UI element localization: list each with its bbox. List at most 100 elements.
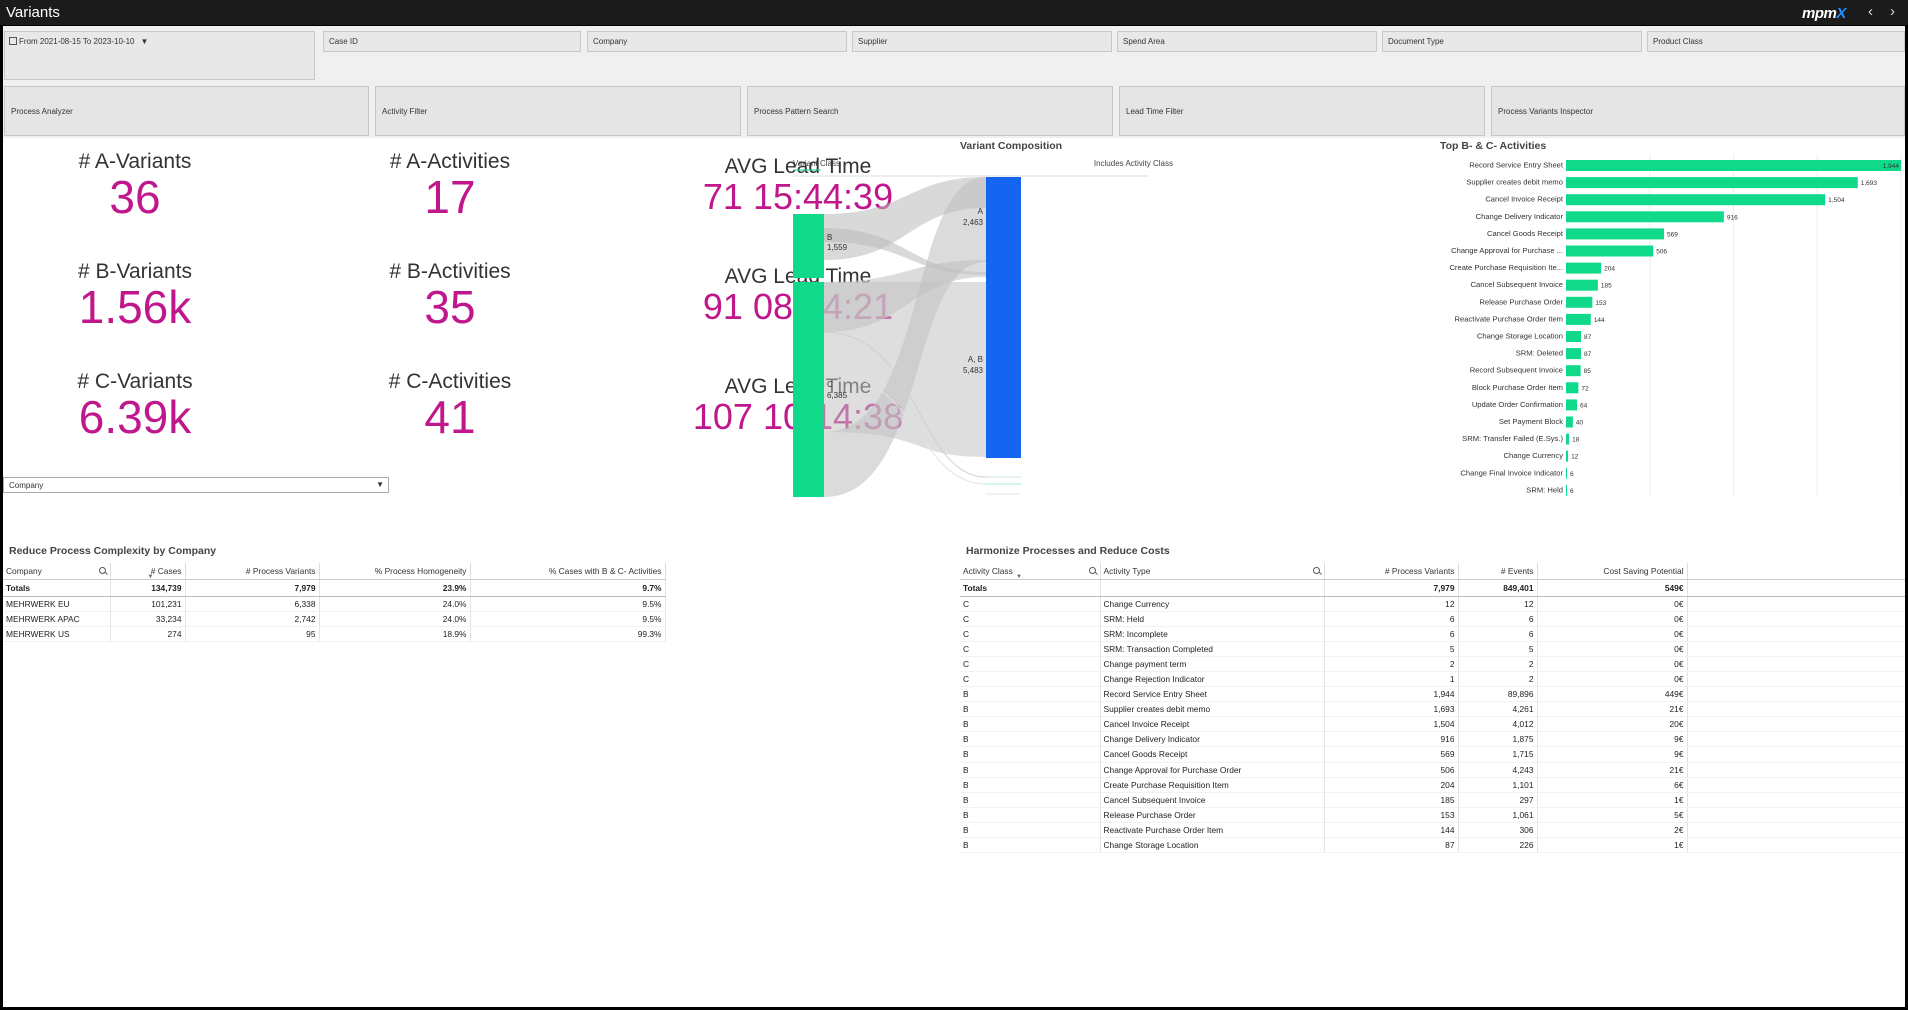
bar[interactable] — [1566, 450, 1569, 462]
col-activity-class[interactable]: Activity Class ▼ — [960, 563, 1101, 580]
bar[interactable] — [1566, 382, 1579, 394]
table-row[interactable]: B Cancel Goods Receipt 569 1,715 9€ — [960, 746, 1905, 763]
totals-cell: Totals — [3, 579, 111, 597]
bar[interactable] — [1566, 484, 1568, 496]
table-row[interactable]: B Change Delivery Indicator 916 1,875 9€ — [960, 731, 1905, 748]
table-row[interactable]: C Change payment term 2 2 0€ — [960, 656, 1905, 672]
table-row[interactable]: B Change Storage Location 87 226 1€ — [960, 837, 1905, 854]
table-row[interactable]: B Create Purchase Requisition Item 204 1,10… — [960, 777, 1905, 793]
bar[interactable] — [1566, 211, 1724, 223]
app-lead-time-filter[interactable]: Lead Time Filter — [1119, 86, 1485, 136]
bar[interactable] — [1566, 348, 1581, 360]
cell: 204 — [1324, 777, 1459, 793]
table-row[interactable]: MEHRWERK EU 101,231 6,338 24.0% 9.5% — [3, 596, 666, 612]
filter-product-class[interactable]: Product Class — [1647, 31, 1905, 52]
date-range-filter[interactable]: From 2021-08-15 To 2023-10-10 ▼ — [4, 31, 315, 80]
table-row[interactable]: MEHRWERK APAC 33,234 2,742 24.0% 9.5% — [3, 611, 666, 627]
table-row[interactable]: C Change Currency 12 12 0€ — [960, 596, 1905, 612]
table-row[interactable]: B Change Approval for Purchase Order 506 4,… — [960, 762, 1905, 778]
cell: C — [960, 656, 1101, 672]
sankey-node-b[interactable] — [793, 214, 824, 278]
bar[interactable] — [1566, 365, 1581, 377]
bar[interactable] — [1566, 279, 1598, 291]
bar[interactable] — [1566, 467, 1568, 479]
bar[interactable] — [1566, 433, 1570, 445]
sankey-node-a[interactable] — [986, 177, 1021, 280]
app-process-variants-inspector[interactable]: Process Variants Inspector — [1491, 86, 1905, 136]
sheet-canvas: From 2021-08-15 To 2023-10-10 ▼ Case ID C… — [3, 26, 1905, 1007]
sankey-node-ab[interactable] — [986, 272, 1021, 458]
top-bc-activities-chart[interactable]: Record Service Entry Sheet 1,944 Supplier … — [1176, 132, 1905, 502]
bar[interactable] — [1566, 160, 1901, 171]
col-cases-bc-activities[interactable]: % Cases with B & C- Activities — [470, 563, 666, 580]
col-company[interactable]: Company — [3, 563, 111, 580]
table-row[interactable]: C Change Rejection Indicator 1 2 0€ — [960, 671, 1905, 688]
bar[interactable] — [1566, 399, 1578, 411]
kpi-label: AVG Lead Time — [724, 155, 872, 178]
bar[interactable] — [1566, 313, 1591, 325]
bar[interactable] — [1566, 245, 1654, 257]
app-process-analyzer[interactable]: Process Analyzer — [4, 86, 369, 136]
bar[interactable] — [1566, 331, 1581, 342]
cell: 916 — [1324, 731, 1459, 748]
bar[interactable] — [1566, 177, 1858, 189]
col-process-variants[interactable]: # Process Variants — [1324, 563, 1459, 580]
col-process-variants[interactable]: # Process Variants — [185, 563, 320, 580]
next-sheet-icon[interactable]: › — [1890, 3, 1895, 20]
cell: 1,944 — [1324, 686, 1459, 703]
company-dropdown[interactable]: Company ▼ — [3, 477, 389, 493]
cell: Change payment term — [1100, 656, 1325, 672]
sankey-node-a-value: 2,463 — [963, 218, 984, 227]
sankey-link-b-ab[interactable] — [824, 228, 986, 275]
variant-composition-sankey[interactable]: Variant Class Includes Activity Class B … — [788, 132, 1178, 502]
cell: MEHRWERK APAC — [3, 611, 111, 627]
cell: 2 — [1458, 671, 1538, 688]
bar-category-label: Cancel Subsequent Invoice — [1471, 280, 1563, 289]
search-icon[interactable] — [98, 567, 106, 574]
bar[interactable] — [1566, 296, 1593, 308]
table-row[interactable]: B Cancel Subsequent Invoice 185 297 1€ — [960, 792, 1905, 808]
prev-sheet-icon[interactable]: ‹ — [1868, 3, 1873, 20]
table-row[interactable]: C SRM: Incomplete 6 6 0€ — [960, 626, 1905, 642]
totals-cell: 849,401 — [1458, 579, 1538, 597]
col-events[interactable]: # Events — [1458, 563, 1538, 580]
sankey-link-c-ab[interactable] — [824, 282, 986, 457]
bar[interactable] — [1566, 262, 1602, 274]
bar[interactable] — [1566, 194, 1826, 206]
col-cost-saving[interactable]: Cost Saving Potential — [1537, 563, 1688, 580]
col-cases[interactable]: # Cases ▼ — [110, 563, 186, 580]
sankey-node-c[interactable] — [793, 282, 824, 497]
col-process-homogeneity[interactable]: % Process Homogeneity — [319, 563, 471, 580]
bar[interactable] — [1566, 228, 1665, 240]
filter-supplier[interactable]: Supplier — [852, 31, 1112, 52]
table-row[interactable]: MEHRWERK US 274 95 18.9% 99.3% — [3, 626, 666, 642]
bar[interactable] — [1566, 416, 1573, 428]
company-dropdown-value: Company — [9, 481, 44, 490]
filter-company[interactable]: Company — [587, 31, 847, 52]
table-row[interactable]: B Supplier creates debit memo 1,693 4,261 21… — [960, 701, 1905, 718]
filter-case-id[interactable]: Case ID — [323, 31, 581, 52]
bar-value-label: 144 — [1594, 317, 1605, 324]
search-icon[interactable] — [1312, 567, 1320, 574]
filter-spend-area[interactable]: Spend Area — [1117, 31, 1377, 52]
table-row[interactable]: C SRM: Transaction Completed 5 5 0€ — [960, 641, 1905, 657]
harmonize-table-title: Harmonize Processes and Reduce Costs — [966, 545, 1170, 557]
app-label: Process Analyzer — [11, 106, 73, 116]
cell: Change Currency — [1100, 596, 1325, 612]
table-row[interactable]: B Reactivate Purchase Order Item 144 306 2€ — [960, 822, 1905, 839]
table-row[interactable]: B Record Service Entry Sheet 1,944 89,896 44… — [960, 686, 1905, 703]
table-row[interactable]: B Release Purchase Order 153 1,061 5€ — [960, 807, 1905, 823]
bar-category-label: Change Approval for Purchase ... — [1451, 246, 1563, 255]
search-icon[interactable] — [1088, 567, 1096, 574]
table-row[interactable]: B Cancel Invoice Receipt 1,504 4,012 20€ — [960, 716, 1905, 733]
filter-document-type[interactable]: Document Type — [1382, 31, 1642, 52]
cell: 24.0% — [319, 596, 471, 612]
app-activity-filter[interactable]: Activity Filter — [375, 86, 741, 136]
kpi-value: 41 — [424, 391, 476, 443]
totals-row: Totals 134,739 7,979 23.9% 9.7% — [3, 579, 666, 597]
cell: 274 — [110, 626, 186, 642]
cell: SRM: Transaction Completed — [1100, 641, 1325, 657]
app-process-pattern-search[interactable]: Process Pattern Search — [747, 86, 1113, 136]
table-row[interactable]: C SRM: Held 6 6 0€ — [960, 611, 1905, 627]
col-activity-type[interactable]: Activity Type — [1100, 563, 1325, 580]
